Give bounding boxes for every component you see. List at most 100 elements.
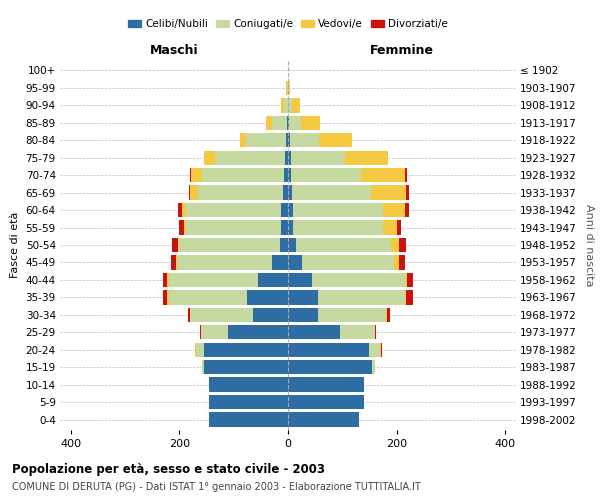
Bar xyxy=(387,308,389,322)
Bar xyxy=(179,238,280,252)
Text: COMUNE DI DERUTA (PG) - Dati ISTAT 1° gennaio 2003 - Elaborazione TUTTITALIA.IT: COMUNE DI DERUTA (PG) - Dati ISTAT 1° ge… xyxy=(12,482,421,492)
Bar xyxy=(283,186,288,200)
Bar xyxy=(372,360,375,374)
Bar xyxy=(167,290,169,304)
Bar xyxy=(288,133,290,148)
Bar xyxy=(199,186,283,200)
Bar xyxy=(272,116,287,130)
Bar xyxy=(292,186,371,200)
Bar xyxy=(190,186,199,200)
Bar xyxy=(391,238,399,252)
Bar xyxy=(281,220,288,234)
Bar xyxy=(405,168,407,182)
Bar xyxy=(292,98,301,112)
Bar xyxy=(375,325,376,340)
Bar xyxy=(167,273,169,287)
Bar xyxy=(318,308,386,322)
Bar xyxy=(285,150,288,165)
Bar xyxy=(288,150,291,165)
Bar xyxy=(288,98,292,112)
Bar xyxy=(288,412,359,426)
Bar xyxy=(179,220,184,234)
Bar xyxy=(291,150,345,165)
Bar xyxy=(204,360,288,374)
Bar xyxy=(240,133,245,148)
Bar xyxy=(399,256,405,270)
Bar xyxy=(291,168,361,182)
Bar xyxy=(397,220,401,234)
Bar xyxy=(284,98,288,112)
Y-axis label: Fasce di età: Fasce di età xyxy=(10,212,20,278)
Bar xyxy=(288,273,313,287)
Bar xyxy=(288,220,293,234)
Bar xyxy=(301,116,320,130)
Bar xyxy=(190,308,253,322)
Bar xyxy=(281,203,288,217)
Bar xyxy=(187,220,281,234)
Bar xyxy=(399,238,406,252)
Bar xyxy=(370,342,380,357)
Bar xyxy=(288,325,340,340)
Bar xyxy=(177,256,272,270)
Bar xyxy=(163,290,167,304)
Bar xyxy=(287,116,288,130)
Bar xyxy=(184,220,187,234)
Bar xyxy=(189,186,190,200)
Bar xyxy=(405,290,406,304)
Bar xyxy=(202,360,204,374)
Bar xyxy=(319,133,352,148)
Bar xyxy=(209,395,288,409)
Bar xyxy=(204,150,215,165)
Bar xyxy=(190,168,191,182)
Bar xyxy=(280,238,288,252)
Bar xyxy=(228,325,288,340)
Bar xyxy=(258,273,288,287)
Bar xyxy=(288,360,372,374)
Bar xyxy=(281,98,284,112)
Bar xyxy=(204,342,288,357)
Bar xyxy=(288,168,291,182)
Bar xyxy=(340,325,375,340)
Bar xyxy=(209,412,288,426)
Bar xyxy=(313,273,405,287)
Bar xyxy=(169,273,258,287)
Bar xyxy=(406,290,413,304)
Bar xyxy=(196,342,204,357)
Bar xyxy=(380,342,382,357)
Bar xyxy=(172,238,178,252)
Bar xyxy=(245,133,286,148)
Bar xyxy=(194,342,196,357)
Y-axis label: Anni di nascita: Anni di nascita xyxy=(584,204,593,286)
Bar xyxy=(202,168,284,182)
Bar xyxy=(178,203,182,217)
Bar xyxy=(209,378,288,392)
Text: Popolazione per età, sesso e stato civile - 2003: Popolazione per età, sesso e stato civil… xyxy=(12,462,325,475)
Bar xyxy=(406,186,409,200)
Bar xyxy=(290,133,319,148)
Bar xyxy=(286,81,287,95)
Bar xyxy=(394,256,399,270)
Bar xyxy=(288,238,296,252)
Bar xyxy=(288,203,293,217)
Bar xyxy=(288,290,318,304)
Bar xyxy=(171,256,176,270)
Bar xyxy=(288,378,364,392)
Bar xyxy=(266,116,272,130)
Bar xyxy=(163,273,167,287)
Bar xyxy=(178,238,179,252)
Bar xyxy=(191,168,202,182)
Bar xyxy=(187,203,281,217)
Bar xyxy=(318,290,405,304)
Bar xyxy=(302,256,394,270)
Bar xyxy=(215,150,285,165)
Bar xyxy=(386,308,387,322)
Bar xyxy=(407,273,413,287)
Bar xyxy=(405,273,407,287)
Bar xyxy=(293,203,383,217)
Bar xyxy=(253,308,288,322)
Bar xyxy=(289,81,290,95)
Bar xyxy=(383,203,405,217)
Bar xyxy=(286,133,288,148)
Bar xyxy=(361,168,405,182)
Bar xyxy=(182,203,187,217)
